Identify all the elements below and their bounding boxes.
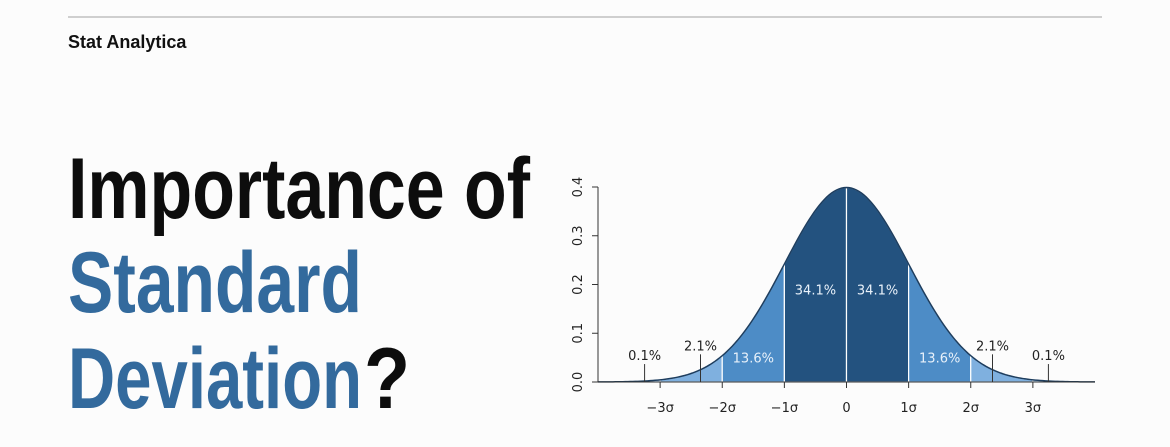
value-label: 0.1%	[628, 349, 661, 364]
x-tick-label: 3σ	[1025, 401, 1042, 416]
y-tick-label: 0.4	[571, 177, 586, 198]
headline-line: Importance of	[68, 141, 530, 237]
y-tick-label: 0.1	[571, 323, 586, 344]
x-tick-label: 0	[842, 401, 850, 416]
value-label: 0.1%	[1032, 349, 1065, 364]
value-label: 2.1%	[976, 339, 1009, 354]
curve	[597, 186, 1096, 383]
x-tick-label: 1σ	[900, 401, 917, 416]
value-label: 34.1%	[857, 283, 898, 298]
headline-line: Deviation	[68, 331, 362, 427]
headline-line: Standard	[68, 235, 362, 331]
y-tick-label: 0.0	[571, 372, 586, 393]
x-tick-label: −3σ	[646, 401, 673, 416]
x-tick-label: −2σ	[709, 401, 736, 416]
y-tick-label: 0.2	[571, 274, 586, 295]
y-tick-label: 0.3	[571, 225, 586, 246]
headline-mark: ?	[364, 331, 410, 427]
value-label: 13.6%	[919, 352, 960, 367]
brand: Stat Analytica	[68, 32, 187, 52]
value-label: 34.1%	[795, 283, 836, 298]
value-label: 13.6%	[733, 352, 774, 367]
value-label: 2.1%	[684, 339, 717, 354]
x-tick-label: 2σ	[962, 401, 979, 416]
x-tick-label: −1σ	[771, 401, 798, 416]
plot: 0.1% 2.1% 13.6% 34.1% 34.1% 13.6% 2.1% 0.1% 0.0 0…	[571, 177, 1096, 416]
